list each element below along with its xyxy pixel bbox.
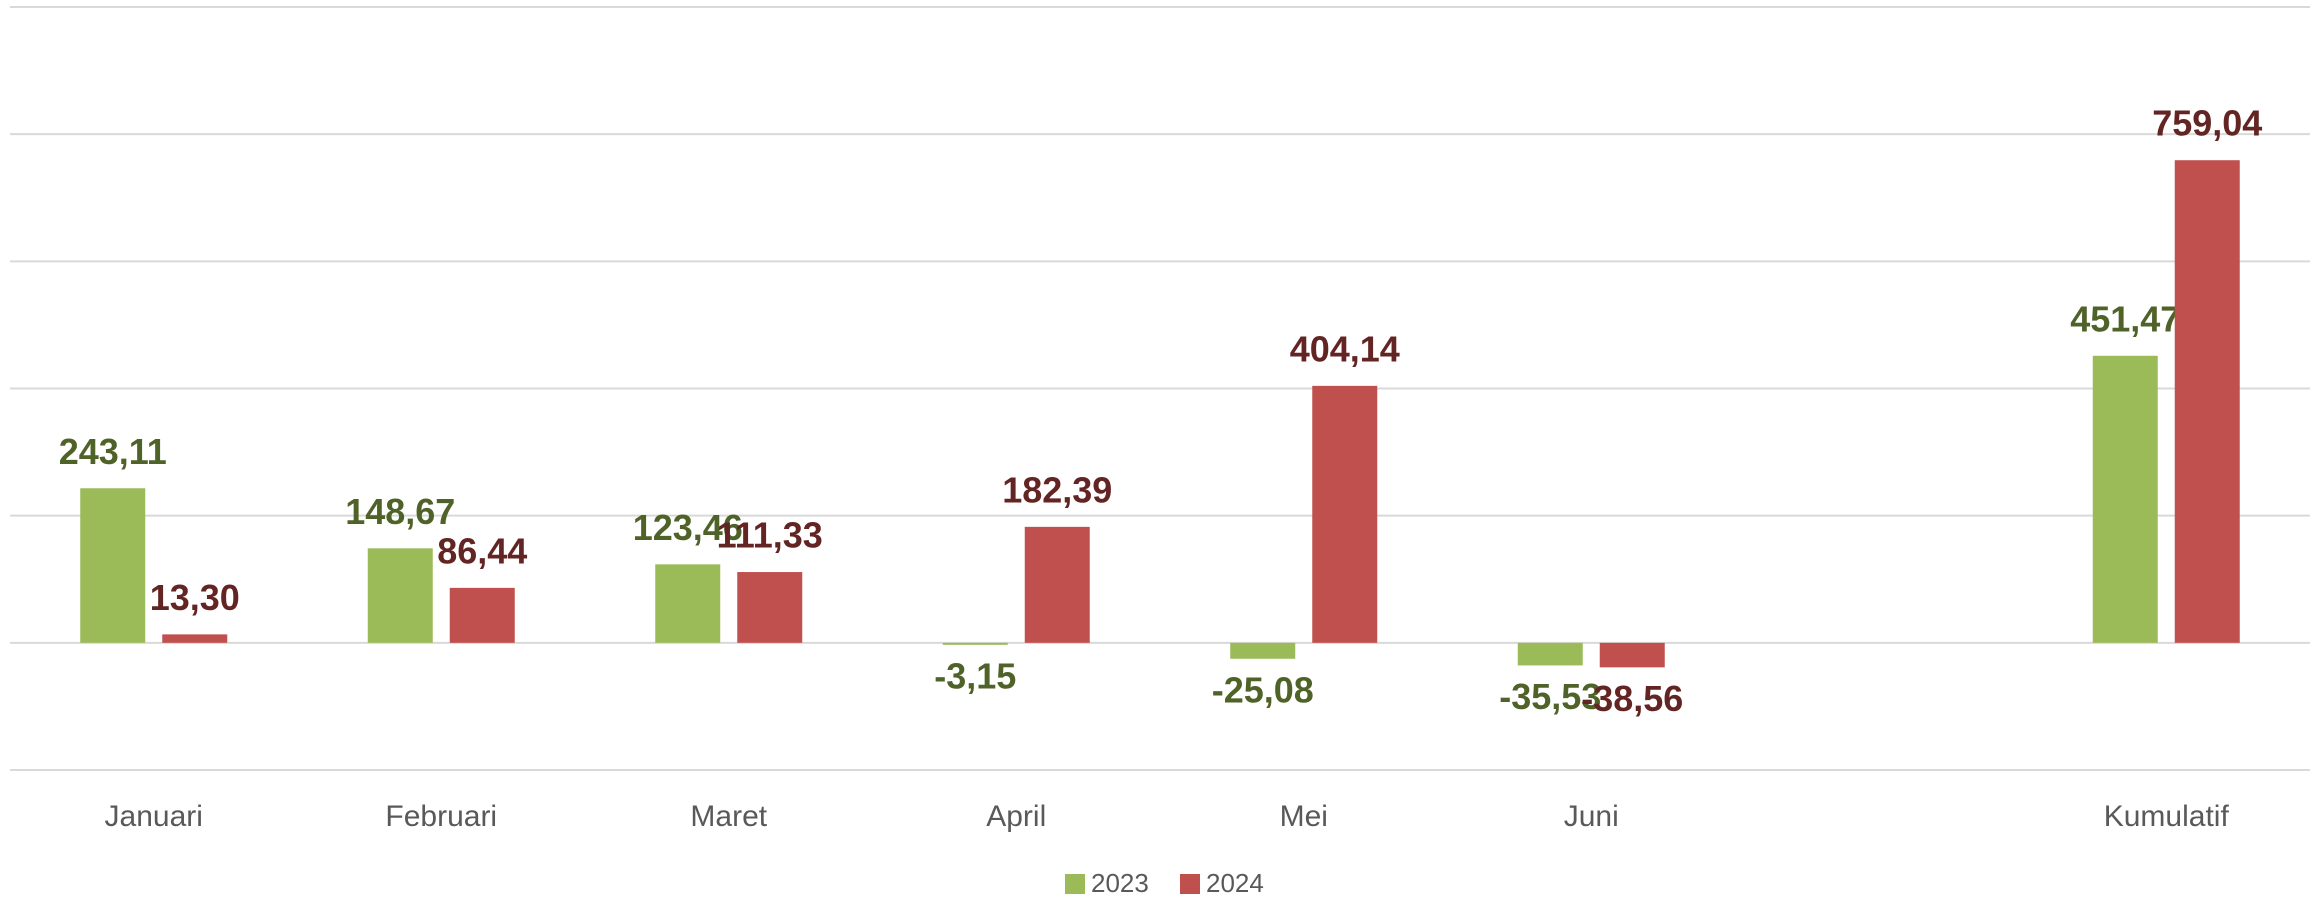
data-label: -38,56 [1581,678,1683,719]
data-label: -35,53 [1499,676,1601,717]
legend-swatch [1065,874,1085,894]
bar [449,587,515,643]
bar [1517,642,1583,666]
x-tick-label: April [986,800,1046,833]
bar [942,642,1008,645]
bar [1024,526,1090,643]
legend-swatch [1180,874,1200,894]
bar [1599,642,1665,668]
data-label: 759,04 [2152,103,2262,144]
bar [737,572,803,643]
bar [162,634,228,643]
bar [80,488,146,643]
data-label: 404,14 [1290,328,1400,369]
x-tick-label: Februari [385,800,497,833]
data-label: -3,15 [934,655,1016,696]
bar [2092,355,2158,643]
data-label: 123,46 [633,507,743,548]
x-tick-label: Kumulatif [2104,800,2230,833]
bar [1312,385,1378,643]
bar [1230,642,1296,659]
x-tick-label: Januari [105,800,203,833]
data-label: 182,39 [1002,469,1112,510]
data-label: 13,30 [150,577,240,618]
data-label: 451,47 [2070,298,2180,339]
x-tick-label: Mei [1280,800,1328,833]
data-label: -25,08 [1212,669,1314,710]
data-label: 243,11 [59,431,167,472]
data-label: 148,67 [345,491,455,532]
data-label: 111,33 [717,515,823,556]
legend-label: 2024 [1206,868,1264,898]
data-label: 86,44 [437,530,527,571]
bar [655,564,721,643]
bar [367,548,433,643]
x-tick-label: Juni [1564,800,1619,833]
legend-label: 2023 [1091,868,1149,898]
x-tick-label: Maret [690,800,767,833]
bar [2174,160,2240,643]
